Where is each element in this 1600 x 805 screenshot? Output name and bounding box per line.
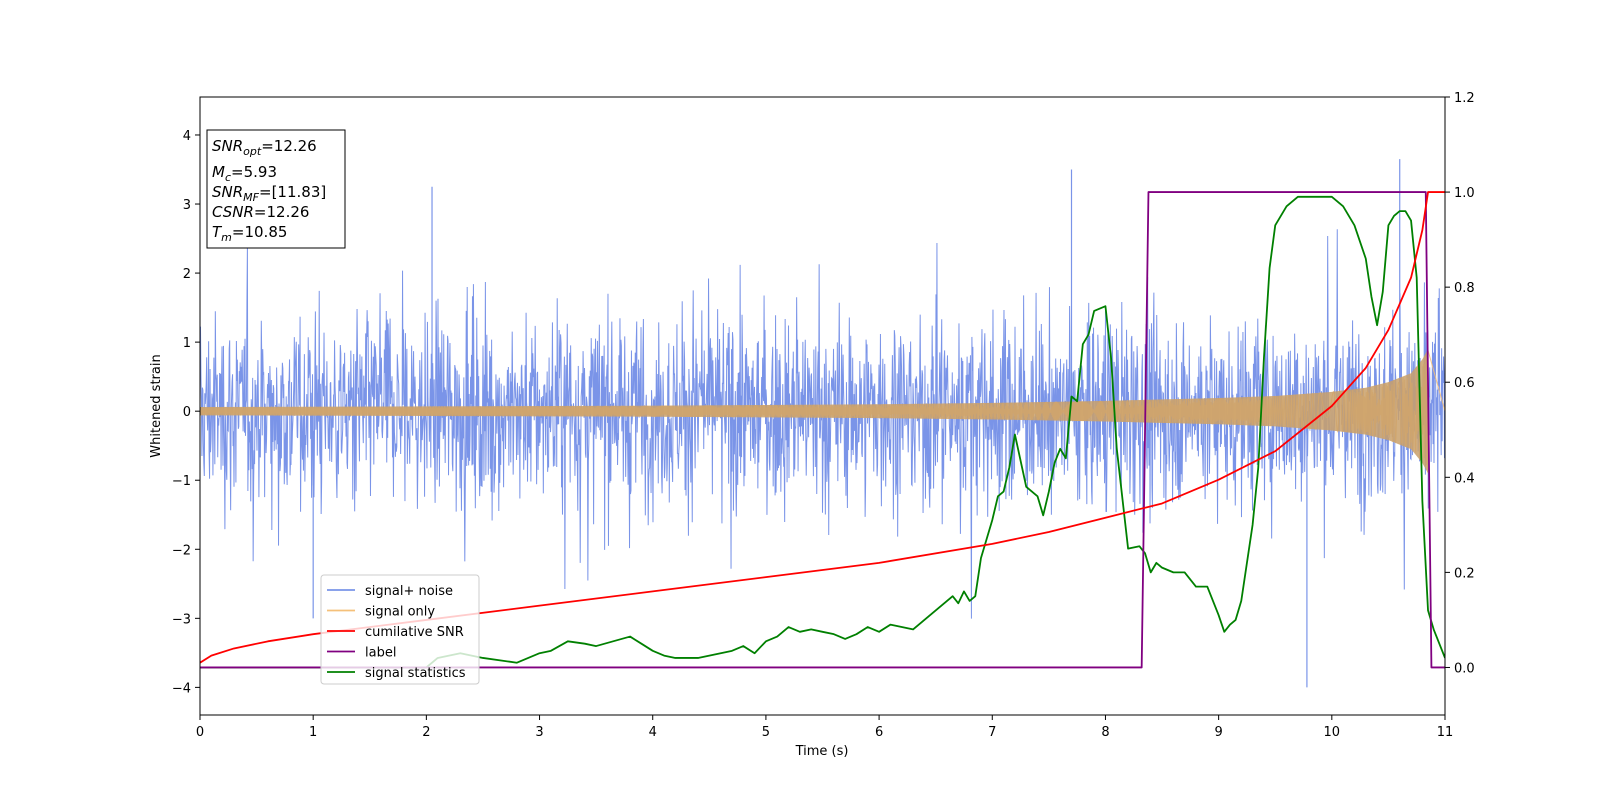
legend-label: signal+ noise — [365, 584, 453, 599]
x-tick-label: 5 — [762, 725, 770, 740]
info-tm: Tm=10.85 — [212, 223, 287, 244]
y2-tick-label: 0.6 — [1454, 376, 1475, 391]
series-cumulative-snr-line — [200, 191, 1445, 664]
legend: signal+ noise signal only cumilative SNR la… — [320, 574, 480, 685]
y2-tick-label: 1.0 — [1454, 186, 1475, 201]
x-tick-label: 4 — [649, 725, 657, 740]
series-signal-noise-line — [200, 229, 1445, 619]
series-layer — [200, 159, 1445, 688]
y2-tick-label: 0.4 — [1454, 471, 1475, 486]
x-tick-label: 3 — [535, 725, 543, 740]
x-tick-label: 2 — [422, 725, 430, 740]
x-tick-label: 1 — [309, 725, 317, 740]
x-tick-label: 8 — [1101, 725, 1109, 740]
legend-label: label — [365, 646, 396, 661]
x-tick-label: 7 — [988, 725, 996, 740]
series-label-line — [200, 191, 1445, 669]
x-tick-label: 6 — [875, 725, 883, 740]
y2-tick-label: 0.2 — [1454, 566, 1475, 581]
x-tick-label: 9 — [1214, 725, 1222, 740]
info-csnr: CSNR=12.26 — [212, 203, 309, 221]
y-tick-label: 3 — [183, 198, 191, 213]
legend-frame — [320, 574, 480, 685]
info-box-frame — [206, 129, 346, 249]
info-snr-mf: SNRMF=[11.83] — [212, 183, 326, 204]
legend-label: signal only — [365, 605, 435, 620]
x-tick-label: 11 — [1437, 725, 1454, 740]
y2-tick-label: 0.0 — [1454, 661, 1475, 676]
plot-frame — [199, 96, 1446, 716]
series-signal-statistics-line — [200, 195, 1445, 669]
y2-tick-label: 1.2 — [1454, 91, 1475, 106]
y-tick-label: 4 — [183, 129, 191, 144]
legend-entries: signal+ noise signal only cumilative SNR la… — [327, 584, 466, 681]
info-snr-opt: SNRopt=12.26 — [212, 137, 317, 158]
info-mc: Mc=5.93 — [212, 163, 277, 184]
y-tick-label: −4 — [172, 681, 191, 696]
y-tick-label: −3 — [172, 612, 191, 627]
y-tick-label: −1 — [172, 474, 191, 489]
x-tick-label: 10 — [1324, 725, 1341, 740]
y2-tick-label: 0.8 — [1454, 281, 1475, 296]
axes-layer: 0 1 2 3 4 5 6 7 8 9 10 1143210−1−2−3−41.21.00.80.60… — [172, 91, 1475, 740]
y-tick-label: 0 — [183, 405, 191, 420]
legend-label: cumilative SNR — [365, 625, 464, 640]
series-signal-only-envelope — [200, 349, 1429, 474]
info-box: SNRopt=12.26 Mc=5.93 SNRMF=[11.83] CSNR=… — [206, 129, 346, 249]
legend-label: signal statistics — [365, 666, 466, 681]
y-tick-label: 2 — [183, 267, 191, 282]
y-tick-label: 1 — [183, 336, 191, 351]
y-tick-label: −2 — [172, 543, 191, 558]
y-axis-title: Whitened strain — [149, 354, 164, 457]
x-axis-title: Time (s) — [795, 744, 849, 759]
x-tick-label: 0 — [196, 725, 204, 740]
